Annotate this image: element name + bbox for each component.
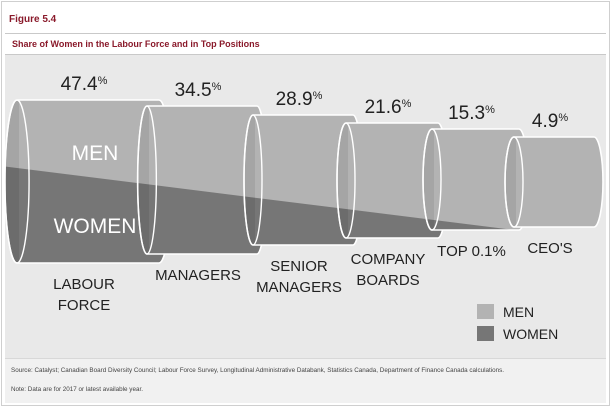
category-label: CEO'S: [527, 240, 572, 257]
source-text: Source: Catalyst; Canadian Board Diversi…: [11, 367, 505, 374]
category-label: MANAGERS: [256, 279, 342, 296]
category-label: COMPANY: [351, 251, 426, 268]
men-label: MEN: [72, 142, 119, 165]
cylinder-cap: [504, 136, 524, 228]
women-segment: [423, 218, 528, 230]
cylinder-5: [505, 137, 603, 227]
category-label: FORCE: [58, 297, 111, 314]
cylinder-cap: [5, 99, 30, 264]
value-label: 28.9%: [276, 89, 323, 110]
category-label: MANAGERS: [155, 267, 241, 284]
women-segment: [244, 196, 362, 245]
chart-title: Share of Women in the Labour Force and i…: [12, 39, 260, 49]
category-label: LABOUR: [53, 276, 115, 293]
cylinder-cap: [136, 105, 158, 255]
value-label: 47.4%: [61, 74, 108, 95]
value-label: 4.9%: [532, 111, 568, 132]
chart-area: 47.4% LABOUR FORCE 34.5% MANAGERS 28.9% SENIOR…: [5, 55, 606, 358]
source-panel: Source: Catalyst; Canadian Board Diversi…: [5, 358, 606, 403]
legend-label-men: MEN: [503, 304, 534, 320]
women-segment: [137, 182, 267, 254]
cylinder-chart: 47.4% LABOUR FORCE 34.5% MANAGERS 28.9% SENIOR…: [5, 74, 604, 342]
men-segment: [505, 137, 603, 227]
value-label: 34.5%: [175, 80, 222, 101]
cylinder-shade: [337, 123, 348, 238]
value-label: 15.3%: [448, 103, 495, 124]
legend-label-women: WOMEN: [503, 326, 558, 342]
women-segment: [5, 166, 172, 263]
category-label: BOARDS: [356, 272, 419, 289]
cylinder-shade: [244, 115, 255, 245]
cylinder-cap: [422, 128, 442, 231]
value-label: 21.6%: [365, 97, 412, 118]
chart-title-bar: Share of Women in the Labour Force and i…: [5, 33, 606, 55]
legend-swatch-men: [477, 304, 494, 319]
cylinder-0: [5, 100, 172, 263]
figure-label: Figure 5.4: [9, 14, 57, 25]
category-label: TOP 0.1%: [437, 243, 506, 260]
legend-swatch-women: [477, 326, 494, 341]
cylinder-shade: [423, 129, 434, 230]
note-text: Note: Data are for 2017 or latest availa…: [11, 386, 143, 393]
cylinder-shade: [137, 106, 149, 254]
women-segment: [337, 207, 447, 238]
cylinder-shade: [505, 137, 516, 227]
cylinder-shade: [5, 100, 19, 263]
cylinder-cap: [243, 114, 263, 246]
category-label: SENIOR: [270, 258, 328, 275]
women-label: WOMEN: [54, 215, 137, 238]
cylinder-cap: [336, 122, 356, 239]
